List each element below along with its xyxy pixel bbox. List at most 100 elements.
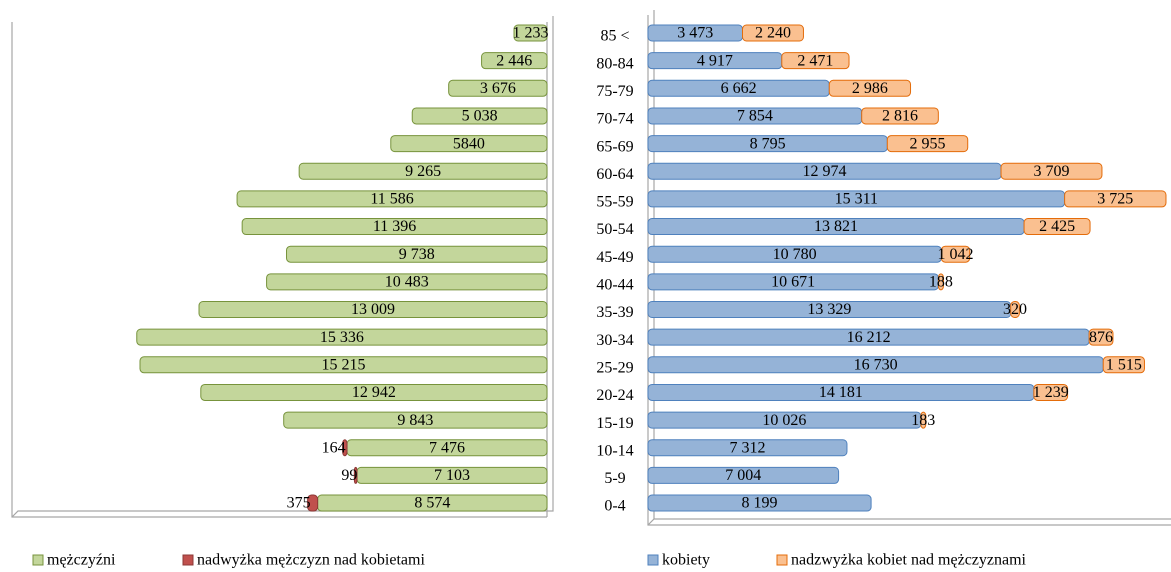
data-label: 8 574 bbox=[414, 495, 450, 512]
y-tick-label: 15-19 bbox=[596, 415, 633, 432]
bar bbox=[298, 162, 548, 180]
bar bbox=[241, 218, 548, 236]
y-tick-label: 40-44 bbox=[596, 277, 633, 294]
data-label: 5840 bbox=[453, 135, 485, 152]
bar bbox=[1000, 162, 1103, 180]
data-label: 3 473 bbox=[677, 25, 713, 42]
data-label: 2 471 bbox=[797, 52, 833, 69]
data-label: 11 586 bbox=[370, 191, 413, 208]
y-tick-label: 70-74 bbox=[596, 111, 633, 128]
data-label: 7 004 bbox=[725, 467, 761, 484]
bar bbox=[647, 494, 872, 512]
data-label: 164 bbox=[322, 439, 346, 456]
bar bbox=[448, 79, 548, 97]
data-label: 183 bbox=[911, 412, 935, 429]
data-label: 188 bbox=[929, 274, 953, 291]
data-label: 320 bbox=[1003, 301, 1027, 318]
legend-label: mężczyźni bbox=[47, 552, 116, 569]
data-label: 375 bbox=[287, 495, 311, 512]
data-label: 2 446 bbox=[496, 52, 532, 69]
data-label: 15 336 bbox=[320, 329, 364, 346]
legend-swatch bbox=[776, 554, 788, 566]
legend-swatch bbox=[647, 554, 659, 566]
y-tick-label: 5-9 bbox=[604, 470, 625, 487]
y-tick-label: 10-14 bbox=[596, 442, 633, 459]
bar bbox=[940, 245, 971, 263]
bar bbox=[1010, 301, 1020, 318]
bar bbox=[198, 301, 548, 318]
bar bbox=[139, 356, 548, 374]
bar bbox=[1102, 356, 1145, 374]
data-label: 9 738 bbox=[399, 246, 435, 263]
bar bbox=[1033, 383, 1069, 401]
bar bbox=[353, 466, 358, 484]
bar bbox=[200, 383, 548, 401]
data-label: 1 239 bbox=[1033, 384, 1069, 401]
data-label: 1 515 bbox=[1106, 356, 1142, 373]
y-tick-label: 50-54 bbox=[596, 221, 633, 238]
bar bbox=[411, 107, 548, 125]
data-label: 13 329 bbox=[807, 301, 851, 318]
data-label: 2 955 bbox=[910, 135, 946, 152]
bar bbox=[307, 494, 319, 512]
y-tick-label: 20-24 bbox=[596, 387, 633, 404]
bar bbox=[136, 328, 548, 346]
data-label: 16 212 bbox=[847, 329, 891, 346]
y-tick-label: 65-69 bbox=[596, 138, 633, 155]
data-label: 1 042 bbox=[938, 246, 974, 263]
data-label: 10 026 bbox=[762, 412, 806, 429]
y-tick-label: 0-4 bbox=[604, 498, 625, 515]
data-label: 9 265 bbox=[405, 163, 441, 180]
data-label: 14 181 bbox=[819, 384, 863, 401]
data-label: 3 676 bbox=[480, 80, 516, 97]
data-label: 10 483 bbox=[385, 274, 429, 291]
legend-swatch bbox=[182, 554, 194, 566]
data-label: 7 476 bbox=[429, 439, 465, 456]
data-label: 12 942 bbox=[352, 384, 396, 401]
bar bbox=[861, 107, 939, 125]
y-tick-label: 75-79 bbox=[596, 83, 633, 100]
bar bbox=[286, 245, 548, 263]
bar bbox=[828, 79, 912, 97]
bar bbox=[342, 439, 348, 457]
data-label: 3 709 bbox=[1033, 163, 1069, 180]
data-label: 2 240 bbox=[755, 25, 791, 42]
data-label: 10 780 bbox=[773, 246, 817, 263]
data-label: 876 bbox=[1089, 329, 1113, 346]
bar bbox=[266, 273, 548, 291]
data-label: 7 312 bbox=[729, 439, 765, 456]
data-label: 5 038 bbox=[462, 108, 498, 125]
data-label: 11 396 bbox=[373, 218, 416, 235]
data-label: 9 843 bbox=[397, 412, 433, 429]
legend-label: nadwyżka mężczyzn nad kobietami bbox=[197, 552, 425, 569]
y-tick-label: 60-64 bbox=[596, 166, 633, 183]
y-tick-label: 35-39 bbox=[596, 304, 633, 321]
data-label: 12 974 bbox=[803, 163, 847, 180]
data-label: 8 795 bbox=[750, 135, 786, 152]
y-tick-label: 25-29 bbox=[596, 359, 633, 376]
data-label: 16 730 bbox=[854, 356, 898, 373]
bar bbox=[742, 24, 804, 42]
bar bbox=[781, 52, 850, 70]
bar bbox=[1064, 190, 1167, 208]
data-label: 10 671 bbox=[771, 274, 815, 291]
data-label: 4 917 bbox=[697, 52, 733, 69]
data-label: 8 199 bbox=[742, 495, 778, 512]
bar bbox=[886, 135, 969, 153]
bar bbox=[647, 439, 848, 457]
bar bbox=[236, 190, 548, 208]
y-tick-label: 80-84 bbox=[596, 55, 633, 72]
y-tick-label: 45-49 bbox=[596, 249, 633, 266]
legend-label: nadzwyżka kobiet nad mężczyznami bbox=[791, 552, 1027, 569]
bar bbox=[1088, 328, 1114, 346]
data-label: 13 821 bbox=[814, 218, 858, 235]
legend-swatch bbox=[32, 554, 44, 566]
bar bbox=[937, 273, 944, 291]
data-label: 99 bbox=[341, 467, 357, 484]
frame-left bbox=[11, 16, 554, 518]
data-label: 7 103 bbox=[434, 467, 470, 484]
y-tick-label: 30-34 bbox=[596, 332, 633, 349]
data-label: 2 986 bbox=[852, 80, 888, 97]
legend-label: kobiety bbox=[662, 552, 710, 569]
bar bbox=[647, 466, 840, 484]
